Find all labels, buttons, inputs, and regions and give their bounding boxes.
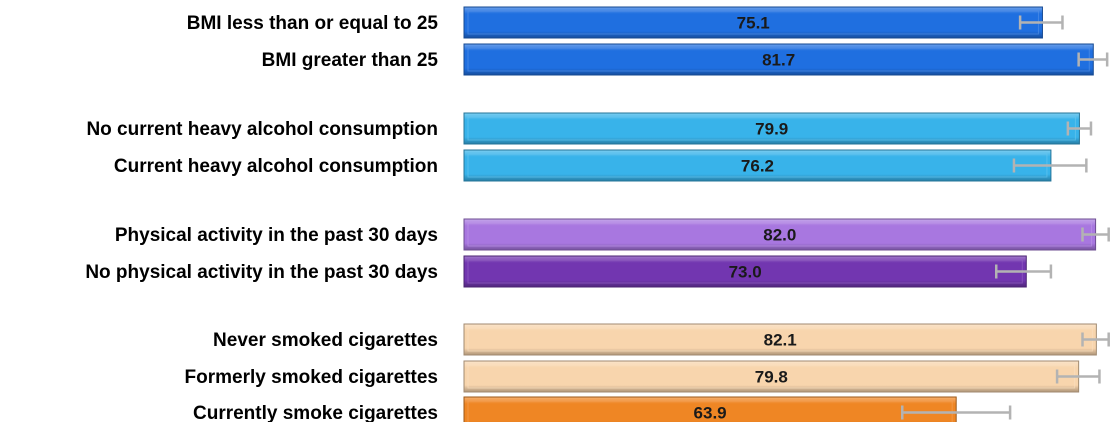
bar (463, 323, 1097, 356)
error-bars (901, 15, 1110, 420)
bar (463, 360, 1080, 393)
category-label: Current heavy alcohol consumption (114, 156, 438, 177)
value-label: 81.7 (762, 51, 795, 70)
error-bar (994, 264, 1053, 279)
bar (463, 255, 1027, 288)
error-bar (901, 405, 1012, 420)
error-bar (1077, 52, 1109, 67)
value-label: 82.0 (763, 226, 796, 245)
value-label: 63.9 (694, 404, 727, 422)
category-labels: BMI less than or equal to 25 BMI greater … (85, 13, 438, 422)
value-label: 75.1 (737, 14, 770, 33)
value-label: 73.0 (729, 263, 762, 282)
bar (463, 149, 1052, 182)
error-bar (1012, 158, 1088, 173)
category-label: No physical activity in the past 30 days (85, 262, 438, 283)
bar (463, 218, 1097, 251)
error-bar (1066, 121, 1093, 136)
category-label: Never smoked cigarettes (213, 330, 438, 351)
category-label: Formerly smoked cigarettes (185, 367, 438, 388)
error-bar (1055, 369, 1101, 384)
bar (463, 6, 1043, 39)
bars (463, 6, 1097, 422)
value-label: 79.8 (755, 368, 788, 387)
category-label: Physical activity in the past 30 days (115, 225, 438, 246)
bar (463, 43, 1094, 76)
error-bar (1018, 15, 1064, 30)
category-label: Currently smoke cigarettes (193, 403, 438, 422)
category-label: No current heavy alcohol consumption (86, 119, 438, 140)
value-labels: 75.1 81.7 79.9 76.2 82.073.0 82.1 79.8 63.9 (694, 14, 797, 422)
category-label: BMI greater than 25 (262, 50, 439, 71)
value-label: 82.1 (764, 331, 797, 350)
value-label: 79.9 (755, 120, 788, 139)
category-label: BMI less than or equal to 25 (187, 13, 439, 34)
value-label: 76.2 (741, 157, 774, 176)
error-bar (1081, 227, 1110, 242)
bar (463, 112, 1080, 145)
error-bar (1081, 332, 1110, 347)
